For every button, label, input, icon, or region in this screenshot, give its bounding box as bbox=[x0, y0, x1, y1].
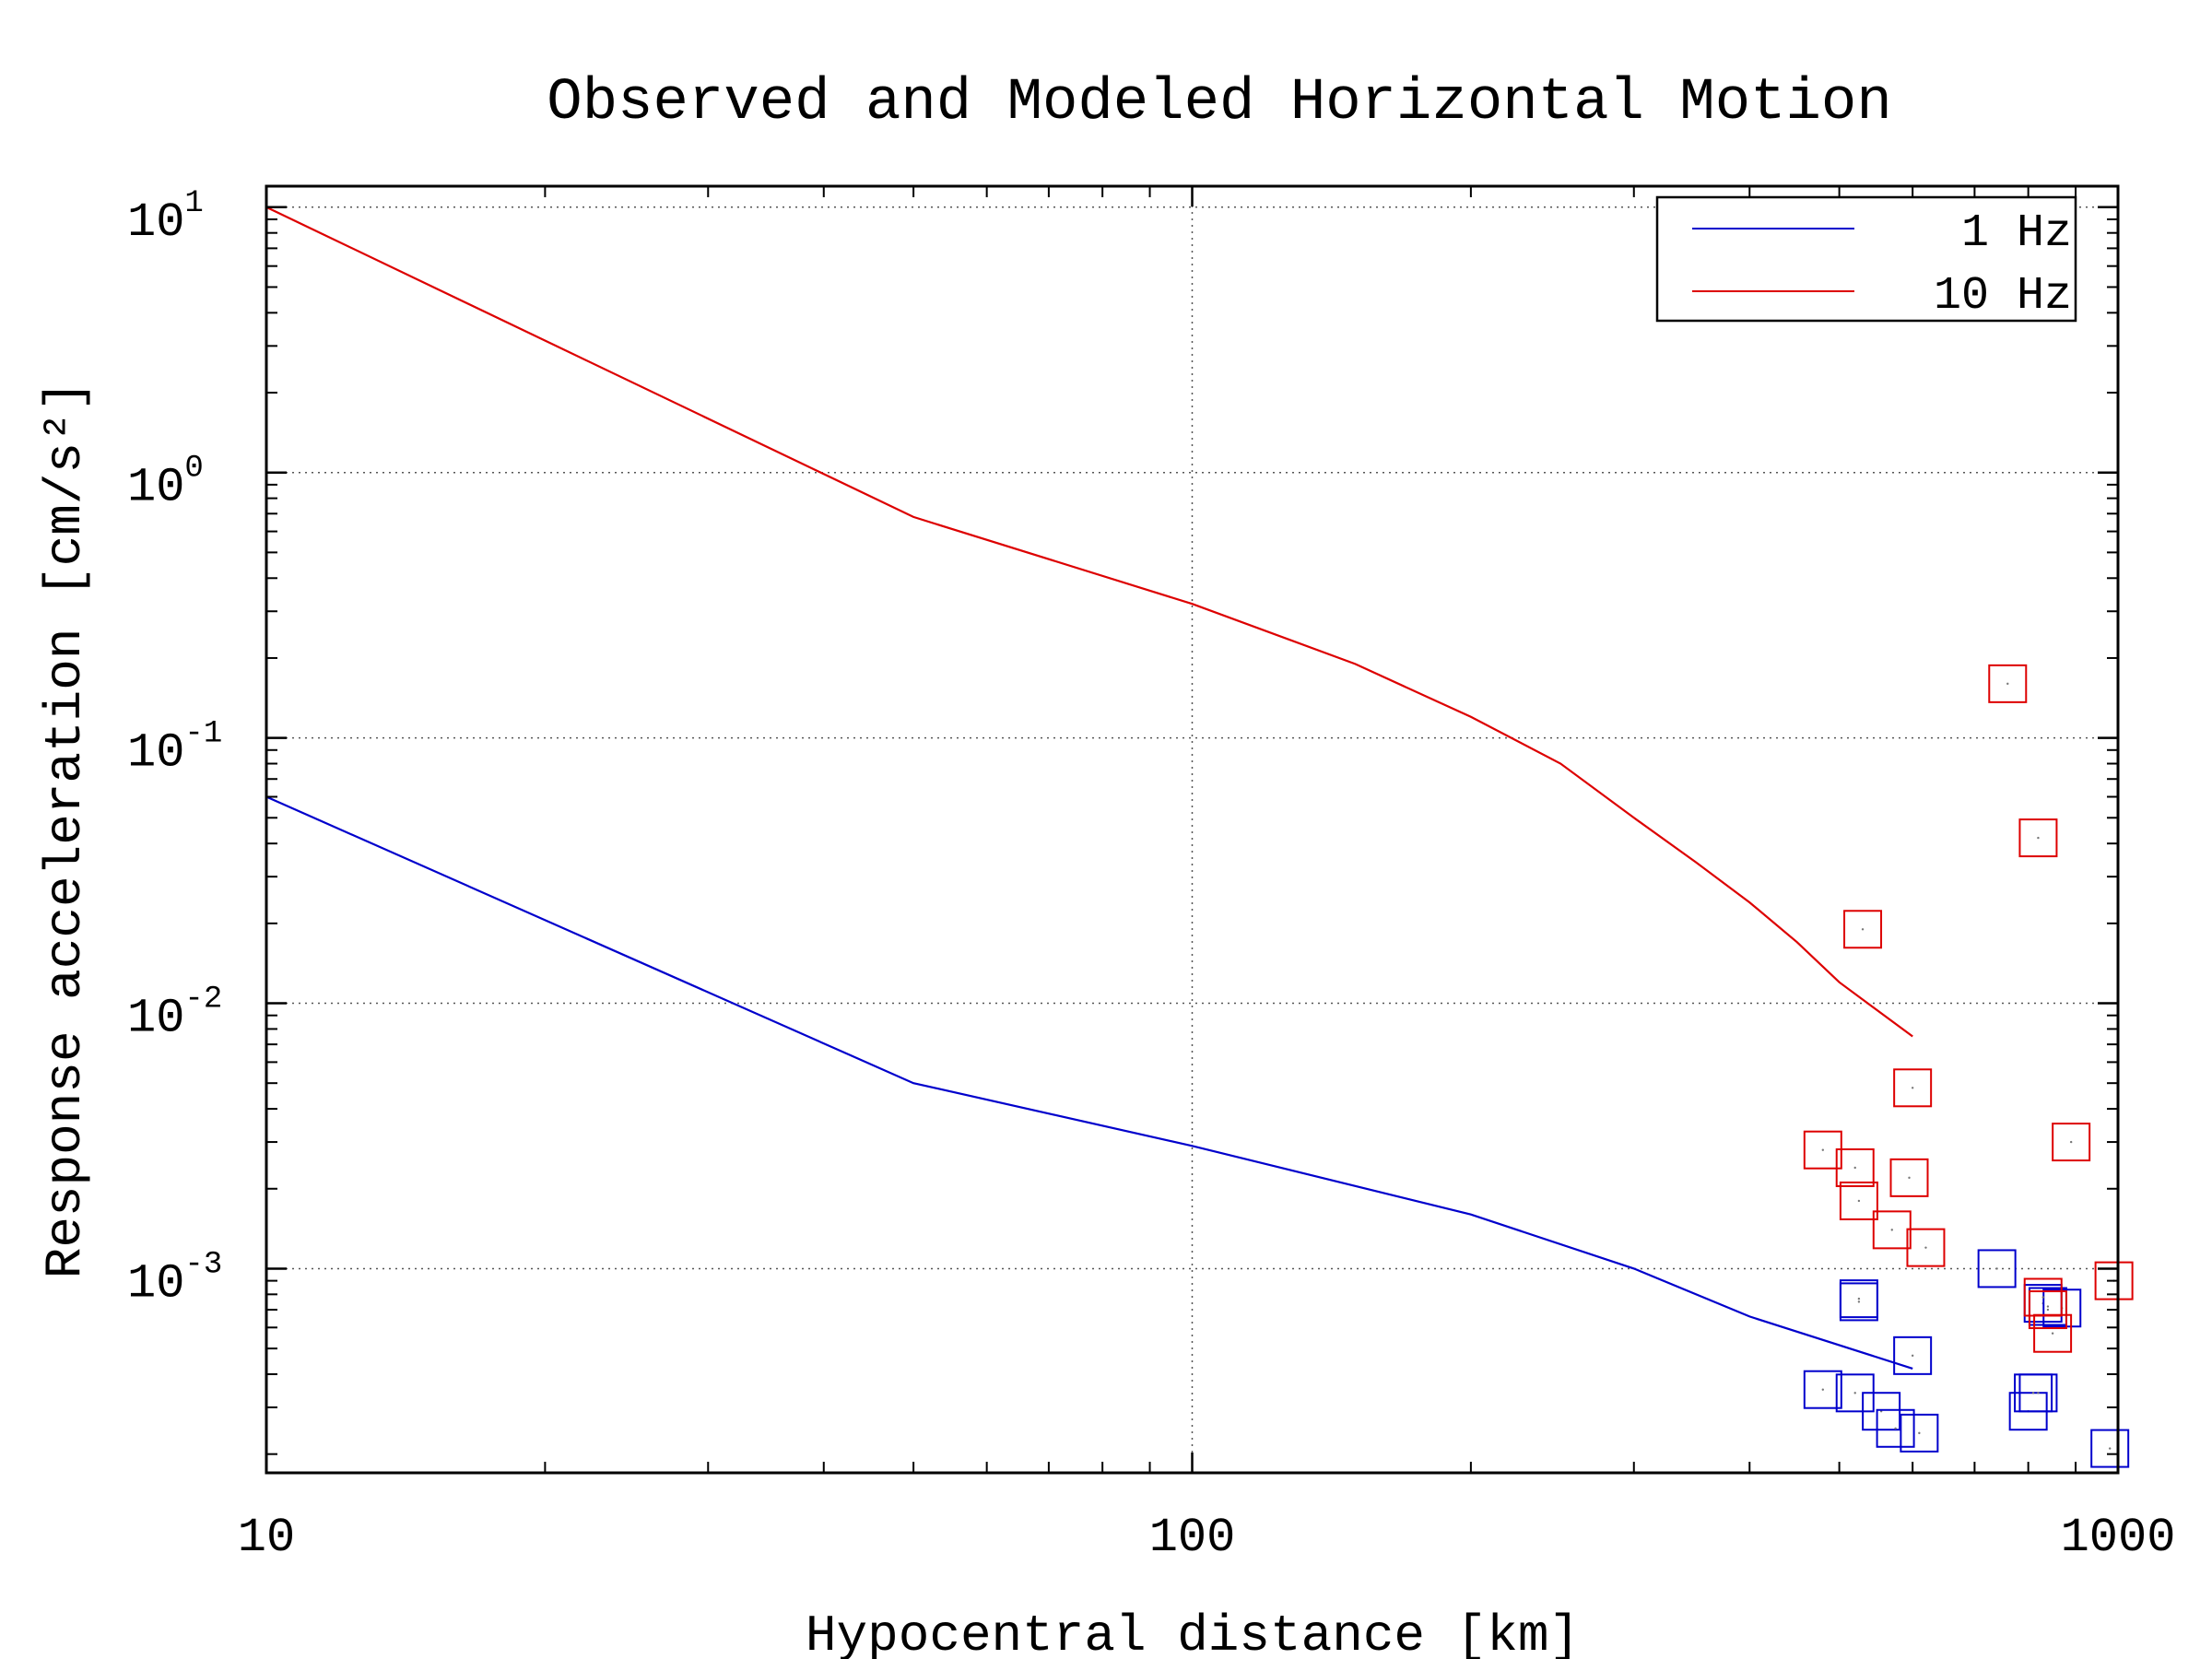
observed-point-center bbox=[2006, 682, 2009, 686]
observed-point-1hz bbox=[1876, 1408, 1915, 1448]
observed-point-center bbox=[2031, 1392, 2035, 1394]
observed-point-10hz bbox=[1893, 1068, 1933, 1108]
observed-point-1hz bbox=[1839, 1282, 1878, 1322]
y-tick-label: 101 bbox=[127, 186, 204, 250]
observed-point-10hz bbox=[2028, 1290, 2067, 1330]
observed-point-1hz bbox=[1893, 1335, 1933, 1375]
observed-point-10hz bbox=[2018, 818, 2058, 858]
y-tick-label: 10-2 bbox=[127, 982, 222, 1046]
observed-point-10hz bbox=[1988, 664, 2028, 703]
observed-point-center bbox=[1857, 1297, 1861, 1300]
observed-point-center bbox=[1894, 1427, 1897, 1430]
observed-point-center bbox=[1911, 1087, 1914, 1089]
observed-point-center bbox=[1918, 1431, 1921, 1435]
observed-point-center bbox=[2051, 1332, 2054, 1335]
observed-point-10hz bbox=[1843, 910, 1883, 949]
series-layer bbox=[265, 206, 2134, 1468]
observed-point-1hz bbox=[1977, 1249, 2017, 1288]
observed-point-center bbox=[1890, 1229, 1893, 1231]
legend-label-1hz: 1 Hz bbox=[1961, 207, 2072, 260]
observed-point-center bbox=[2041, 1296, 2044, 1299]
observed-point-center bbox=[1924, 1246, 1927, 1249]
x-tick-label: 1000 bbox=[2061, 1511, 2176, 1565]
x-tick-label: 100 bbox=[1149, 1511, 1236, 1565]
observed-point-1hz bbox=[2090, 1429, 2130, 1468]
observed-point-center bbox=[1995, 1267, 1998, 1270]
observed-point-1hz bbox=[1862, 1392, 1901, 1431]
observed-point-center bbox=[1911, 1354, 1914, 1358]
observed-point-center bbox=[1861, 928, 1865, 931]
observed-point-center bbox=[2069, 1140, 2073, 1144]
ticks: 10 100 1000 101 100 10-1 10-2 10-3 bbox=[127, 186, 2175, 1565]
x-tick-label: 10 bbox=[238, 1511, 295, 1565]
observed-point-center bbox=[1857, 1300, 1861, 1303]
legend: 1 Hz 10 Hz bbox=[1655, 195, 2077, 323]
observed-point-center bbox=[2037, 836, 2040, 840]
observed-point-center bbox=[1908, 1176, 1911, 1180]
observed-point-10hz bbox=[2033, 1313, 2073, 1353]
observed-point-1hz bbox=[1803, 1370, 1842, 1409]
observed-point-center bbox=[1821, 1148, 1825, 1151]
legend-label-10hz: 10 Hz bbox=[1934, 270, 2072, 323]
observed-point-center bbox=[1857, 1199, 1861, 1203]
observed-point-10hz bbox=[2052, 1123, 2091, 1162]
model-line-1hz bbox=[265, 795, 1913, 1370]
observed-point-1hz bbox=[1900, 1413, 1939, 1453]
observed-point-center bbox=[2108, 1447, 2112, 1450]
chart-title: Observed and Modeled Horizontal Motion bbox=[547, 70, 1891, 136]
observed-point-10hz bbox=[1839, 1181, 1878, 1220]
model-line-10hz bbox=[265, 206, 1913, 1038]
observed-point-10hz bbox=[2094, 1261, 2134, 1300]
y-tick-label: 10-1 bbox=[127, 717, 222, 781]
observed-point-10hz bbox=[1906, 1228, 1946, 1267]
observed-point-center bbox=[1821, 1388, 1825, 1391]
legend-box bbox=[1655, 195, 2077, 323]
observed-point-10hz bbox=[1889, 1158, 1929, 1197]
observed-point-center bbox=[2046, 1308, 2050, 1312]
observed-point-center bbox=[2037, 1392, 2040, 1394]
observed-point-10hz bbox=[1835, 1147, 1875, 1187]
y-tick-label: 10-3 bbox=[127, 1247, 222, 1311]
observed-point-center bbox=[1853, 1166, 1856, 1170]
observed-point-center bbox=[1853, 1392, 1856, 1394]
x-axis-label: Hypocentral distance [km] bbox=[806, 1606, 1580, 1659]
observed-point-1hz bbox=[2018, 1373, 2058, 1413]
y-axis-label: Response acceleration [cm/s²] bbox=[36, 381, 95, 1279]
y-tick-label: 100 bbox=[127, 452, 204, 515]
observed-point-center bbox=[2046, 1305, 2050, 1308]
